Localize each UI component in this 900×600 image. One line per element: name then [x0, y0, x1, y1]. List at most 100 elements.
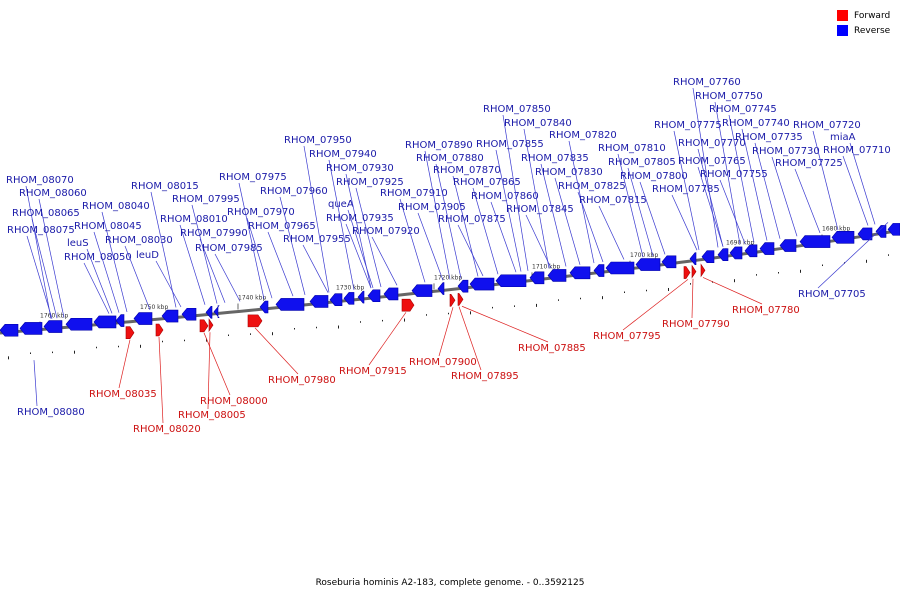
leader-line — [617, 153, 644, 258]
reverse-gene-arrow — [744, 244, 758, 258]
reverse-gene-arrow — [133, 312, 153, 325]
gene-arrows — [0, 223, 900, 340]
forward-gene-label: RHOM_07895 — [451, 371, 519, 382]
reverse-gene-label: RHOM_08050 — [64, 252, 132, 263]
reverse-gene-label: RHOM_07720 — [793, 120, 861, 131]
reverse-gene-label: RHOM_07960 — [260, 186, 328, 197]
leader-line — [438, 307, 454, 357]
minor-tick — [536, 303, 537, 307]
reverse-gene-label: RHOM_07955 — [283, 234, 351, 245]
reverse-gene-arrow — [799, 235, 831, 248]
minor-tick — [162, 340, 163, 343]
minor-tick — [822, 264, 823, 267]
reverse-gene-arrow — [831, 231, 855, 244]
minor-tick — [316, 326, 317, 329]
reverse-gene-label: RHOM_08075 — [7, 225, 75, 236]
leader-line — [812, 130, 839, 231]
leader-line — [794, 168, 821, 233]
forward-label: Forward — [854, 10, 891, 21]
reverse-gene-label: RHOM_07860 — [471, 191, 539, 202]
reverse-gene-label: RHOM_07845 — [506, 204, 574, 215]
reverse-gene-arrow — [343, 292, 355, 305]
reverse-gene-label: RHOM_07765 — [678, 156, 746, 167]
minor-tick — [492, 306, 493, 309]
reverse-gene-arrow — [411, 284, 433, 297]
genome-caption: Roseburia hominis A2-183, complete genom… — [315, 578, 585, 588]
reverse-gene-label: RHOM_07875 — [438, 214, 506, 225]
reverse-gene-arrow — [0, 323, 19, 337]
leader-line — [568, 140, 595, 264]
leader-line — [203, 332, 231, 396]
reverse-gene-label: RHOM_07735 — [735, 132, 803, 143]
reverse-gene-label: RHOM_07815 — [579, 195, 647, 206]
forward-gene-label: RHOM_08020 — [133, 424, 201, 435]
leader-line — [849, 142, 876, 225]
reverse-gene-arrow — [569, 266, 591, 280]
leader-line — [554, 177, 581, 265]
legend-forward: Forward — [837, 8, 890, 23]
leader-line — [472, 187, 499, 275]
forward-gene-arrow — [125, 326, 135, 340]
leader-line — [691, 278, 694, 319]
leader-line — [502, 114, 529, 271]
leader-line — [179, 224, 206, 305]
forward-gene-arrow — [700, 263, 706, 278]
reverse-gene-label: RHOM_07840 — [504, 118, 572, 129]
scale-label: 1760 kbp — [40, 313, 68, 320]
forward-gene-label: RHOM_07790 — [662, 319, 730, 330]
leader-line — [355, 187, 382, 288]
minor-tick — [646, 289, 647, 292]
reverse-gene-arrow — [605, 261, 635, 275]
minor-tick — [206, 338, 207, 342]
reverse-gene-label: RHOM_07775 — [654, 120, 722, 131]
reverse-gene-arrow — [457, 279, 469, 293]
reverse-gene-arrow — [875, 225, 887, 238]
reverse-swatch — [837, 25, 848, 36]
reverse-gene-arrow — [701, 250, 715, 264]
scale-label: 1740 kbp — [238, 295, 266, 302]
reverse-gene-arrow — [547, 269, 567, 282]
reverse-gene-arrow — [495, 274, 527, 288]
leader-line — [461, 305, 549, 343]
leader-line — [673, 130, 700, 251]
leader-line — [458, 306, 482, 371]
minor-tick — [624, 291, 625, 294]
reverse-gene-arrow — [857, 227, 873, 241]
reverse-gene-arrow — [213, 305, 220, 318]
minor-tick — [866, 259, 867, 263]
reverse-gene-label: RHOM_08030 — [105, 235, 173, 246]
minor-tick — [800, 269, 801, 273]
reverse-gene-label: RHOM_07905 — [398, 202, 466, 213]
reverse-gene-label: RHOM_07870 — [433, 165, 501, 176]
reverse-gene-label: RHOM_07745 — [709, 104, 777, 115]
minor-tick — [756, 274, 757, 276]
leader-line — [697, 166, 724, 247]
leader-line — [118, 339, 131, 389]
reverse-gene-arrow — [181, 307, 197, 321]
reverse-gene-label: RHOM_08060 — [19, 188, 87, 199]
reverse-gene-label: RHOM_08045 — [74, 221, 142, 232]
reverse-gene-label: RHOM_07990 — [180, 228, 248, 239]
reverse-gene-arrow — [887, 223, 900, 236]
minor-tick — [514, 305, 515, 307]
forward-gene-label: RHOM_07980 — [268, 375, 336, 386]
leader-line — [345, 173, 372, 289]
minor-tick — [888, 254, 889, 256]
forward-gene-arrow — [199, 319, 209, 333]
reverse-gene-label: RHOM_08070 — [6, 175, 74, 186]
reverse-gene-label: RHOM_07760 — [673, 77, 741, 88]
minor-tick — [30, 352, 31, 354]
reverse-gene-label: RHOM_07950 — [284, 135, 352, 146]
leader-line — [741, 128, 768, 241]
leader-line — [540, 163, 567, 267]
reverse-gene-label: RHOM_07925 — [336, 177, 404, 188]
leader-line — [254, 327, 299, 375]
leader-line — [279, 196, 306, 295]
leader-line — [101, 211, 128, 313]
minor-tick — [448, 312, 449, 315]
leader-line — [246, 217, 273, 299]
reverse-gene-label: RHOM_07805 — [608, 157, 676, 168]
reverse-gene-arrow — [275, 298, 305, 311]
reverse-gene-arrow — [93, 315, 117, 329]
leader-line — [495, 149, 522, 272]
